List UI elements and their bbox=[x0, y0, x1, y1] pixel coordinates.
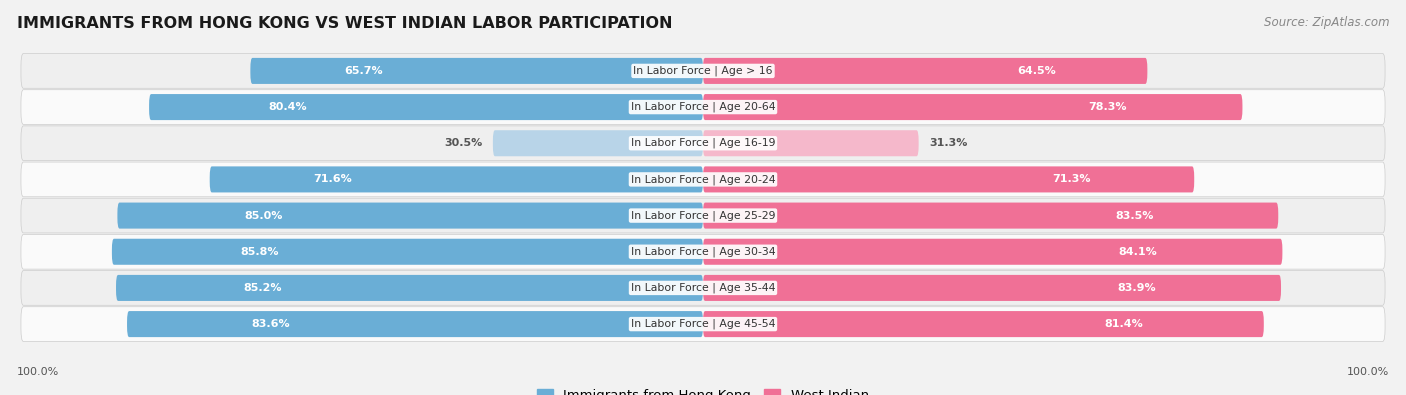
Text: 64.5%: 64.5% bbox=[1017, 66, 1056, 76]
Legend: Immigrants from Hong Kong, West Indian: Immigrants from Hong Kong, West Indian bbox=[531, 384, 875, 395]
FancyBboxPatch shape bbox=[703, 203, 1278, 229]
Text: 84.1%: 84.1% bbox=[1118, 247, 1157, 257]
FancyBboxPatch shape bbox=[127, 311, 703, 337]
FancyBboxPatch shape bbox=[21, 54, 1385, 88]
FancyBboxPatch shape bbox=[21, 126, 1385, 161]
Text: 100.0%: 100.0% bbox=[17, 367, 59, 377]
FancyBboxPatch shape bbox=[703, 275, 1281, 301]
Text: 83.9%: 83.9% bbox=[1118, 283, 1156, 293]
FancyBboxPatch shape bbox=[703, 130, 918, 156]
FancyBboxPatch shape bbox=[703, 58, 1147, 84]
FancyBboxPatch shape bbox=[149, 94, 703, 120]
FancyBboxPatch shape bbox=[494, 130, 703, 156]
Text: In Labor Force | Age 35-44: In Labor Force | Age 35-44 bbox=[631, 283, 775, 293]
Text: 30.5%: 30.5% bbox=[444, 138, 482, 148]
Text: In Labor Force | Age 30-34: In Labor Force | Age 30-34 bbox=[631, 246, 775, 257]
Text: In Labor Force | Age > 16: In Labor Force | Age > 16 bbox=[633, 66, 773, 76]
Text: 80.4%: 80.4% bbox=[269, 102, 307, 112]
Text: In Labor Force | Age 20-24: In Labor Force | Age 20-24 bbox=[631, 174, 775, 185]
FancyBboxPatch shape bbox=[21, 307, 1385, 341]
FancyBboxPatch shape bbox=[703, 311, 1264, 337]
Text: In Labor Force | Age 16-19: In Labor Force | Age 16-19 bbox=[631, 138, 775, 149]
Text: 85.8%: 85.8% bbox=[240, 247, 278, 257]
Text: 83.6%: 83.6% bbox=[252, 319, 291, 329]
Text: 85.2%: 85.2% bbox=[243, 283, 283, 293]
FancyBboxPatch shape bbox=[21, 90, 1385, 124]
Text: 65.7%: 65.7% bbox=[344, 66, 382, 76]
FancyBboxPatch shape bbox=[118, 203, 703, 229]
Text: In Labor Force | Age 20-64: In Labor Force | Age 20-64 bbox=[631, 102, 775, 112]
Text: IMMIGRANTS FROM HONG KONG VS WEST INDIAN LABOR PARTICIPATION: IMMIGRANTS FROM HONG KONG VS WEST INDIAN… bbox=[17, 16, 672, 31]
Text: 71.3%: 71.3% bbox=[1052, 175, 1091, 184]
Text: 31.3%: 31.3% bbox=[929, 138, 967, 148]
FancyBboxPatch shape bbox=[112, 239, 703, 265]
Text: 71.6%: 71.6% bbox=[314, 175, 353, 184]
FancyBboxPatch shape bbox=[703, 94, 1243, 120]
Text: 81.4%: 81.4% bbox=[1104, 319, 1143, 329]
Text: 85.0%: 85.0% bbox=[245, 211, 283, 220]
Text: 100.0%: 100.0% bbox=[1347, 367, 1389, 377]
FancyBboxPatch shape bbox=[21, 198, 1385, 233]
FancyBboxPatch shape bbox=[209, 166, 703, 192]
Text: 78.3%: 78.3% bbox=[1088, 102, 1126, 112]
FancyBboxPatch shape bbox=[21, 234, 1385, 269]
FancyBboxPatch shape bbox=[21, 162, 1385, 197]
FancyBboxPatch shape bbox=[117, 275, 703, 301]
FancyBboxPatch shape bbox=[703, 239, 1282, 265]
Text: In Labor Force | Age 45-54: In Labor Force | Age 45-54 bbox=[631, 319, 775, 329]
FancyBboxPatch shape bbox=[250, 58, 703, 84]
Text: Source: ZipAtlas.com: Source: ZipAtlas.com bbox=[1264, 16, 1389, 29]
Text: 83.5%: 83.5% bbox=[1115, 211, 1154, 220]
FancyBboxPatch shape bbox=[703, 166, 1194, 192]
FancyBboxPatch shape bbox=[21, 271, 1385, 305]
Text: In Labor Force | Age 25-29: In Labor Force | Age 25-29 bbox=[631, 210, 775, 221]
